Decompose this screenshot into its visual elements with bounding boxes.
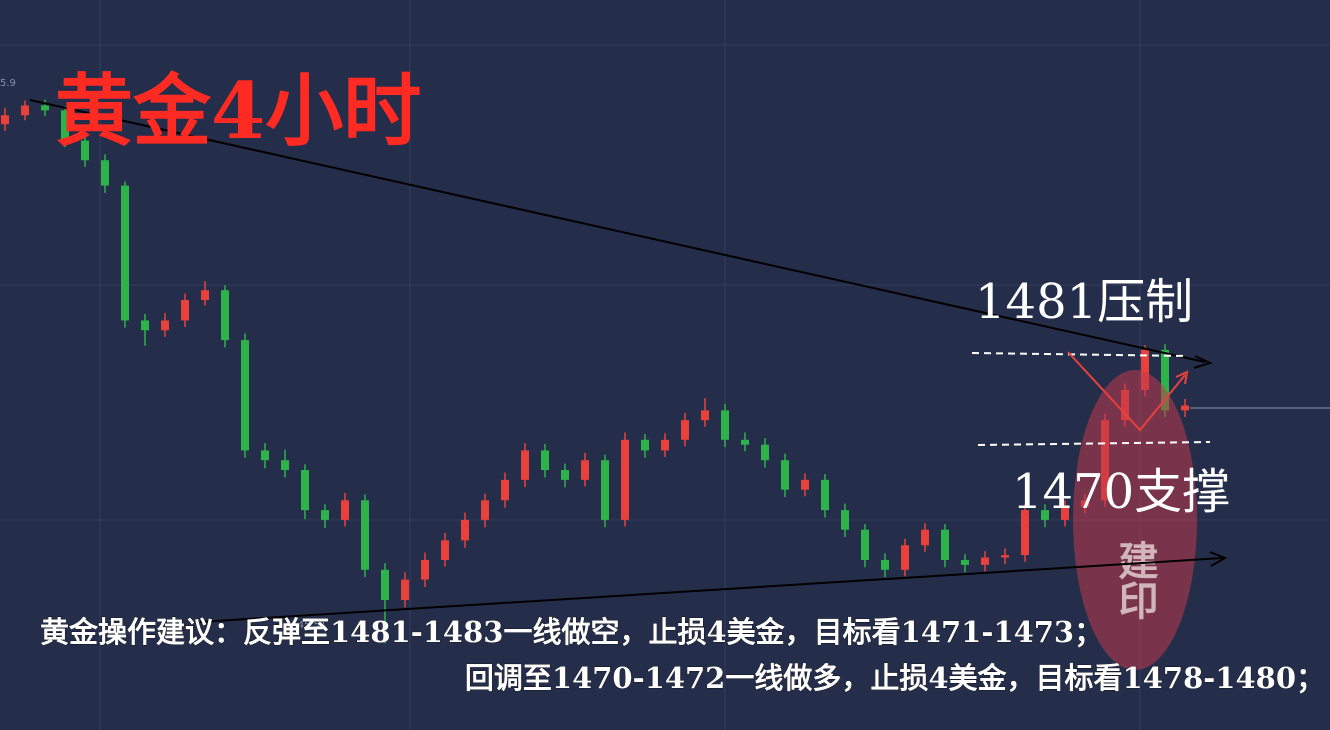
candle-body: [141, 320, 149, 331]
candle-body: [341, 500, 349, 520]
candle-body: [321, 510, 329, 520]
candle-body: [101, 160, 109, 186]
low-label: 1445.51: [285, 620, 326, 631]
candle-body: [21, 105, 29, 116]
candle-body: [761, 444, 769, 461]
resistance-label: 1481压制: [975, 274, 1193, 330]
candle-body: [941, 529, 949, 560]
candle-body: [621, 439, 629, 520]
candle-body: [781, 460, 789, 490]
candle-body: [701, 410, 709, 421]
candle-body: [1, 115, 9, 125]
candle-body: [521, 450, 529, 480]
forecast-arrow: [1067, 351, 1189, 432]
candle-body: [601, 460, 609, 520]
candle-body: [1141, 349, 1149, 390]
candle-body: [961, 559, 969, 565]
candle-body: [561, 470, 569, 480]
candle-body: [921, 529, 929, 546]
candle-body: [1001, 555, 1009, 558]
chart-title: 黄金4小时: [55, 66, 421, 157]
candle-body: [181, 300, 189, 321]
candles: [1, 99, 1189, 644]
candle-body: [841, 510, 849, 530]
candle-body: [81, 140, 89, 161]
candle-body: [1181, 405, 1189, 411]
candle-body: [261, 450, 269, 461]
candle-body: [901, 545, 909, 570]
candle-body: [1021, 510, 1029, 556]
candle-body: [461, 519, 469, 541]
candle-body: [61, 110, 69, 141]
candle-body: [661, 439, 669, 451]
candle-body: [721, 410, 729, 440]
levels: [971, 352, 1211, 446]
candle-body: [1041, 510, 1049, 520]
candle-body: [241, 340, 249, 451]
price-label: 5.9: [0, 78, 16, 89]
candle-body: [281, 460, 289, 471]
advice-line: 黄金操作建议：反弹至1481-1483一线做空，止损4美金，目标看1471-14…: [40, 615, 1103, 649]
candle-body: [861, 529, 869, 560]
candle-body: [641, 439, 649, 451]
candle-body: [981, 557, 989, 565]
candle-body: [801, 479, 809, 490]
candle-body: [881, 559, 889, 570]
advice-line: 回调至1470-1472一线做多，止损4美金，目标看1478-1480；: [465, 661, 1325, 695]
candle-body: [681, 420, 689, 440]
candle-body: [41, 105, 49, 111]
candle-body: [501, 479, 509, 501]
candle-body: [741, 439, 749, 445]
candle-body: [401, 579, 409, 601]
stamp-text: 建印: [1112, 540, 1159, 620]
candle-body: [421, 559, 429, 580]
support-label: 1470支撑: [1012, 464, 1230, 520]
candle-body: [581, 460, 589, 480]
candle-body: [201, 290, 209, 301]
candle-body: [441, 540, 449, 560]
candle-body: [1061, 506, 1069, 520]
candle-body: [221, 290, 229, 341]
trend-lines: [29, 99, 1228, 623]
candle-body: [821, 479, 829, 511]
candle-body: [161, 320, 169, 331]
candle-body: [381, 569, 389, 601]
stamp: [1073, 370, 1197, 670]
candle-body: [361, 500, 369, 570]
candle-body: [1161, 349, 1169, 411]
candle-body: [121, 185, 129, 321]
candle-body: [481, 500, 489, 520]
candle-body: [301, 470, 309, 511]
candle-body: [541, 450, 549, 471]
